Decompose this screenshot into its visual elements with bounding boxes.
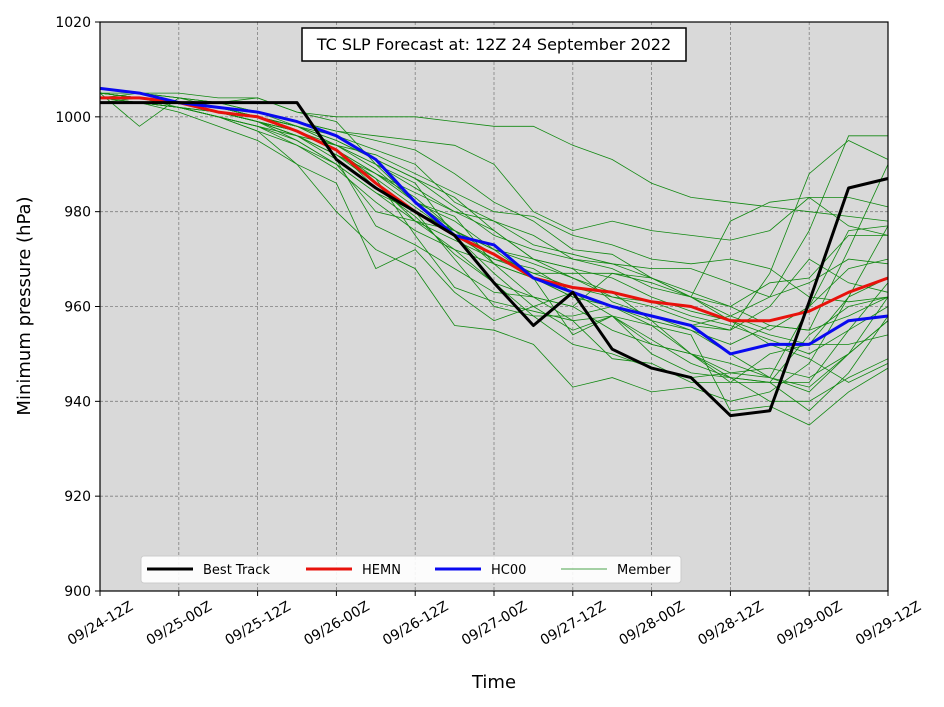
x-tick-label: 09/25-00Z [144, 599, 215, 649]
main-series [99, 86, 889, 418]
series-line-best-track [100, 101, 889, 418]
y-axis-title: Minimum pressure (hPa) [14, 196, 35, 415]
x-axis-title: Time [471, 672, 516, 693]
legend-label: Member [617, 563, 671, 578]
y-tick-label: 960 [64, 300, 91, 316]
x-tick-label: 09/26-00Z [301, 599, 372, 649]
legend: Best Track HEMN HC00 Member [140, 555, 682, 584]
member-line [99, 92, 889, 331]
y-tick-label: 920 [64, 489, 91, 505]
y-tick-label: 900 [64, 584, 91, 600]
x-tick-label: 09/28-12Z [695, 599, 766, 649]
series-line-hc00 [99, 86, 889, 356]
y-tick-label: 1020 [55, 15, 91, 31]
x-tick-label: 09/27-00Z [459, 599, 530, 649]
legend-label: HC00 [491, 563, 526, 578]
x-tick-label: 09/28-00Z [617, 599, 688, 649]
legend-label: Best Track [203, 563, 270, 578]
x-tick-label: 09/26-12Z [380, 599, 451, 649]
y-axis: 900 920 940 960 980 1000 1020 [55, 15, 100, 600]
member-line [100, 97, 889, 383]
member-line [99, 88, 888, 307]
x-tick-label: 09/29-00Z [774, 599, 845, 649]
legend-label: HEMN [362, 563, 401, 578]
member-line [99, 97, 889, 412]
series-line-hemn [100, 96, 889, 323]
x-axis: 09/24-12Z 09/25-00Z 09/25-12Z 09/26-00Z 09/2… [65, 591, 924, 649]
y-tick-label: 1000 [55, 110, 91, 126]
chart-title: TC SLP Forecast at: 12Z 24 September 202… [316, 35, 671, 54]
legend-box [140, 555, 682, 584]
member-line [99, 97, 889, 303]
grid [100, 22, 888, 591]
y-tick-label: 980 [64, 205, 91, 221]
x-tick-label: 09/25-12Z [223, 599, 294, 649]
x-tick-label: 09/24-12Z [65, 599, 136, 649]
chart-title-box: TC SLP Forecast at: 12Z 24 September 202… [301, 27, 687, 62]
x-tick-label: 09/27-12Z [538, 599, 609, 649]
member-line [99, 92, 889, 222]
x-tick-label: 09/29-12Z [853, 599, 924, 649]
y-tick-label: 940 [64, 394, 91, 410]
member-lines [99, 88, 889, 426]
